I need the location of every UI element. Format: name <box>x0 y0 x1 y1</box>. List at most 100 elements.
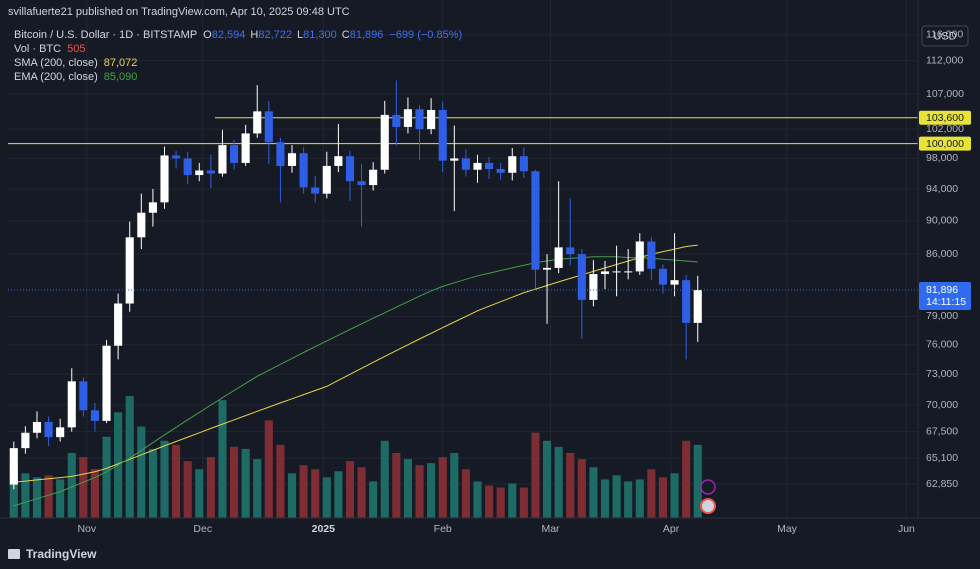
legend-ema: EMA (200, close) 85,090 <box>14 71 137 83</box>
volume-bar <box>427 463 436 518</box>
candle-body <box>531 171 540 270</box>
candle-body <box>658 268 668 285</box>
y-tick-label: 107,000 <box>926 88 964 100</box>
x-tick-label: Nov <box>77 523 96 535</box>
candle-body <box>496 168 505 173</box>
legend-main: Bitcoin / U.S. Dollar · 1D · BITSTAMP O82… <box>14 29 462 41</box>
candle-body <box>485 162 494 169</box>
candle-body <box>415 109 424 130</box>
volume-bar <box>56 479 65 518</box>
candle-body <box>287 153 297 166</box>
countdown: 14:11:15 <box>926 296 966 308</box>
y-tick-label: 73,000 <box>926 368 958 380</box>
volume-bar <box>160 440 169 518</box>
candle-body <box>172 155 181 159</box>
candle-body <box>241 133 250 163</box>
ohlc-key: C <box>342 29 350 41</box>
volume-bar <box>369 481 378 518</box>
volume-bar <box>357 467 366 518</box>
event-icon <box>700 479 716 495</box>
volume-bar <box>311 469 320 518</box>
ohlc-value: 82,722 <box>258 29 292 41</box>
y-tick-label: 65,100 <box>926 452 958 464</box>
volume-bar <box>253 459 262 518</box>
volume-bar <box>647 469 656 518</box>
x-tick-label: Feb <box>434 523 452 535</box>
volume-bar <box>461 469 470 518</box>
level-label-box <box>919 136 971 151</box>
candle-body <box>473 162 482 170</box>
volume-bar <box>635 479 644 518</box>
event-icon <box>700 498 716 514</box>
volume-bar <box>79 457 88 518</box>
volume-bar <box>403 459 412 518</box>
candle-body <box>137 212 146 238</box>
volume-bar <box>577 459 586 518</box>
candle-body <box>44 421 53 438</box>
volume-bar <box>218 400 227 518</box>
y-tick-label: 102,000 <box>926 123 964 135</box>
volume-bar <box>531 432 540 518</box>
y-tick-label: 98,000 <box>926 152 958 164</box>
volume-bar <box>67 452 76 518</box>
ohlc-value: 82,594 <box>212 29 246 41</box>
volume-bar <box>125 396 134 518</box>
last-price-label: 81,896 <box>926 284 958 296</box>
x-tick-label: May <box>777 523 798 535</box>
volume-bar <box>32 477 42 518</box>
candle-body <box>206 170 215 174</box>
volume-bar <box>183 461 192 518</box>
volume-bar <box>600 479 610 518</box>
candle-body <box>519 156 528 172</box>
volume-bar <box>229 446 239 518</box>
candle-body <box>67 381 76 428</box>
sma-name: SMA (200, close) <box>14 57 98 69</box>
change: −699 (−0.85%) <box>389 29 462 41</box>
candle-body <box>322 165 331 194</box>
volume-bar <box>287 473 297 518</box>
volume-bar <box>589 467 598 518</box>
candle-body <box>647 241 656 269</box>
ohlc-key: O <box>203 29 212 41</box>
volume-bar <box>624 481 633 518</box>
level-label: 103,600 <box>926 112 964 124</box>
volume-bar <box>345 461 355 518</box>
candle-body <box>369 169 378 186</box>
ohlc-value: 81,896 <box>350 29 384 41</box>
candle-body <box>693 289 702 323</box>
candle-body <box>276 142 285 166</box>
sma-value: 87,072 <box>104 57 138 69</box>
candle-body <box>195 170 204 176</box>
currency-box[interactable] <box>921 25 969 47</box>
candle-body <box>79 381 88 411</box>
candle-body <box>438 109 447 161</box>
candle-body <box>160 155 169 203</box>
candle-body <box>102 345 111 421</box>
y-tick-label: 90,000 <box>926 215 958 227</box>
volume-value: 505 <box>67 43 85 55</box>
y-tick-label: 67,500 <box>926 425 958 437</box>
volume-bar <box>450 452 459 518</box>
candle-body <box>229 145 239 163</box>
volume-bar <box>693 444 702 518</box>
volume-bar <box>206 457 215 518</box>
volume-bar <box>102 436 111 518</box>
y-tick-label: 79,000 <box>926 310 958 322</box>
y-tick-label: 112,000 <box>926 54 963 66</box>
volume-bar <box>148 448 157 518</box>
candle-body <box>264 111 273 143</box>
candle-body <box>9 448 18 485</box>
legend-volume: Vol · BTC 505 <box>14 43 85 55</box>
level-label-box <box>919 110 971 125</box>
ohlc-key: L <box>297 29 303 41</box>
volume-bar <box>380 440 389 518</box>
candle-body <box>450 158 459 161</box>
volume-bar <box>299 465 308 518</box>
brand-logo <box>8 549 20 559</box>
volume-bar <box>670 473 679 518</box>
candle-body <box>577 254 586 300</box>
currency[interactable]: USD <box>933 30 956 42</box>
candle-body <box>218 145 227 174</box>
level-label: 100,000 <box>926 138 964 150</box>
